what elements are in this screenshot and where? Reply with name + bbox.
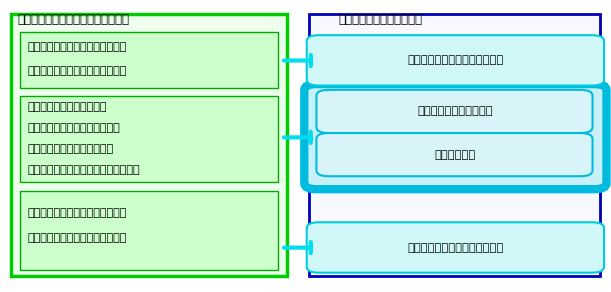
FancyBboxPatch shape [307,35,604,86]
Text: 自然事象への関心・意欲・態度: 自然事象への関心・意欲・態度 [408,55,503,65]
FancyBboxPatch shape [20,95,278,182]
FancyBboxPatch shape [20,32,278,88]
Text: 自然事象についての知識・理解: 自然事象についての知識・理解 [408,243,503,253]
FancyBboxPatch shape [304,84,607,189]
Text: （小・中学校）: （小・中学校） [27,232,127,243]
FancyBboxPatch shape [316,90,593,133]
Text: 《学習指導要領で見る基礎・基本》: 《学習指導要領で見る基礎・基本》 [17,13,130,27]
FancyBboxPatch shape [11,14,287,276]
Text: 自然の事物・現象についての理解: 自然の事物・現象についての理解 [27,208,127,218]
Text: 目的意識をもった観察・実験: 目的意識をもった観察・実験 [27,144,114,154]
FancyBboxPatch shape [316,133,593,176]
Text: 自然に対する関心　　（中学校）: 自然に対する関心 （中学校） [27,66,127,76]
Text: 科学的に調べる能力と態度（中学校）: 科学的に調べる能力と態度（中学校） [27,165,140,175]
Text: 《本研究での基礎・基本》: 《本研究での基礎・基本》 [339,13,423,27]
FancyBboxPatch shape [307,222,604,273]
Text: 自然を愛する心情　　（小学校）: 自然を愛する心情 （小学校） [27,42,127,52]
Text: 見通しをもった観察・実験: 見通しをもった観察・実験 [27,102,107,112]
Text: 科学的な思考: 科学的な思考 [435,150,476,160]
FancyBboxPatch shape [309,14,600,276]
Text: 問題解決能力　　　（小学校）: 問題解決能力 （小学校） [27,123,120,133]
FancyBboxPatch shape [20,191,278,270]
Text: 観察・実験の技能・表現: 観察・実験の技能・表現 [417,106,493,116]
